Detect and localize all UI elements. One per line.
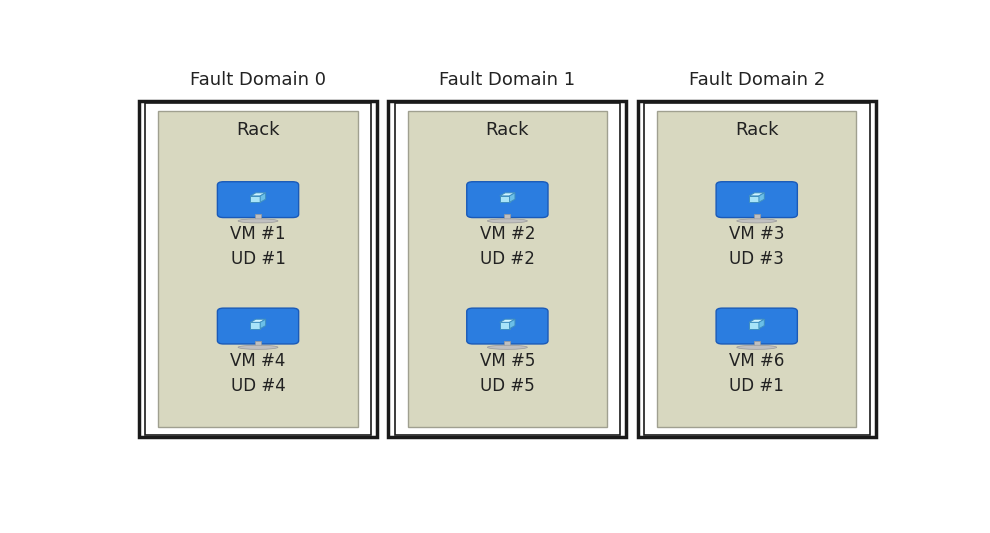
FancyBboxPatch shape [395, 103, 620, 435]
Ellipse shape [238, 345, 278, 349]
Ellipse shape [487, 345, 528, 349]
Bar [504, 214, 511, 220]
Text: Rack: Rack [237, 122, 280, 140]
FancyBboxPatch shape [466, 182, 548, 217]
FancyBboxPatch shape [158, 111, 357, 427]
FancyBboxPatch shape [218, 182, 299, 217]
FancyBboxPatch shape [139, 101, 377, 438]
Polygon shape [260, 319, 265, 329]
Text: Fault Domain 2: Fault Domain 2 [689, 70, 825, 88]
Text: VM #3
UD #3: VM #3 UD #3 [729, 225, 784, 268]
Text: VM #1
UD #1: VM #1 UD #1 [231, 225, 286, 268]
Text: VM #2
UD #2: VM #2 UD #2 [479, 225, 536, 268]
Text: Rack: Rack [735, 122, 778, 140]
FancyBboxPatch shape [146, 103, 371, 435]
Text: Fault Domain 0: Fault Domain 0 [190, 70, 326, 88]
Bar [504, 341, 511, 346]
Bar [753, 214, 759, 220]
Bar [753, 341, 759, 346]
Polygon shape [759, 193, 764, 203]
Text: VM #4
UD #4: VM #4 UD #4 [231, 352, 286, 394]
Bar [255, 341, 261, 346]
Ellipse shape [737, 219, 777, 223]
FancyBboxPatch shape [408, 111, 607, 427]
FancyBboxPatch shape [716, 308, 797, 344]
Ellipse shape [487, 219, 528, 223]
Polygon shape [510, 193, 515, 203]
Polygon shape [510, 319, 515, 329]
FancyBboxPatch shape [466, 308, 548, 344]
FancyBboxPatch shape [638, 101, 875, 438]
Polygon shape [500, 322, 510, 329]
Polygon shape [749, 193, 764, 196]
Polygon shape [749, 322, 759, 329]
Text: VM #5
UD #5: VM #5 UD #5 [480, 352, 535, 394]
FancyBboxPatch shape [657, 111, 856, 427]
Ellipse shape [238, 219, 278, 223]
FancyBboxPatch shape [716, 182, 797, 217]
Text: Fault Domain 1: Fault Domain 1 [440, 70, 575, 88]
Polygon shape [759, 319, 764, 329]
Polygon shape [250, 319, 265, 322]
Polygon shape [250, 196, 260, 203]
FancyBboxPatch shape [388, 101, 627, 438]
Ellipse shape [737, 345, 777, 349]
Polygon shape [749, 319, 764, 322]
Bar [255, 214, 261, 220]
Polygon shape [250, 322, 260, 329]
FancyBboxPatch shape [218, 308, 299, 344]
Polygon shape [500, 319, 515, 322]
Polygon shape [500, 193, 515, 196]
Polygon shape [250, 193, 265, 196]
Polygon shape [260, 193, 265, 203]
Text: VM #6
UD #1: VM #6 UD #1 [729, 352, 784, 394]
Polygon shape [500, 196, 510, 203]
FancyBboxPatch shape [644, 103, 869, 435]
Text: Rack: Rack [486, 122, 529, 140]
Polygon shape [749, 196, 759, 203]
